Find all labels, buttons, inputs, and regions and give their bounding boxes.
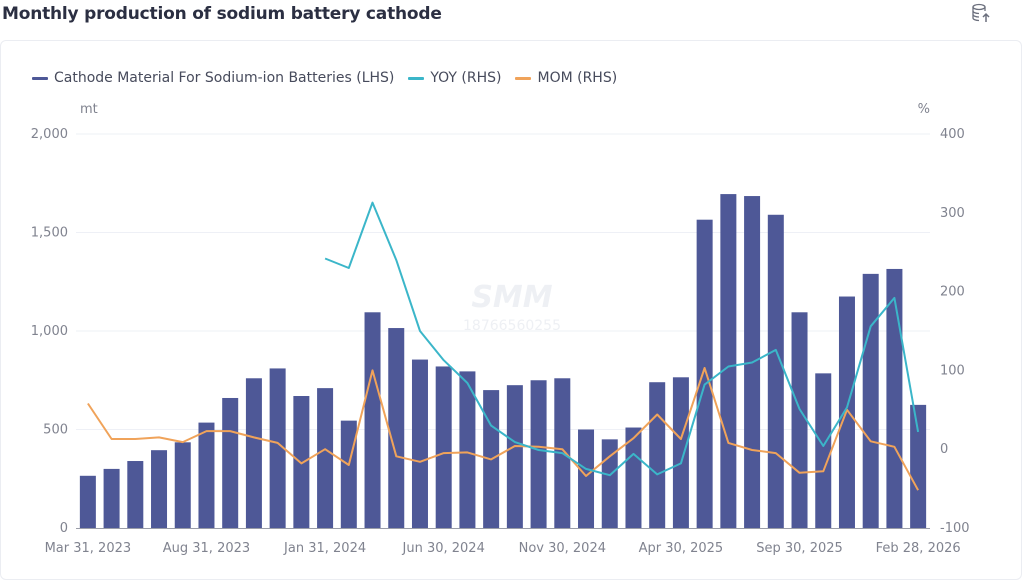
bar-dec-2023[interactable]	[293, 396, 309, 528]
bar-sep-2024[interactable]	[507, 385, 523, 528]
bar-mar-2024[interactable]	[365, 312, 381, 528]
bar-jul-2023[interactable]	[175, 442, 191, 528]
bar-feb-2026[interactable]	[910, 405, 926, 528]
bar-sep-2023[interactable]	[222, 398, 238, 528]
y-tick-label-right: 0	[940, 442, 948, 457]
y-tick-label-right: 300	[940, 206, 965, 221]
y-tick-label-right: 100	[940, 363, 965, 378]
right-axis-unit: %	[918, 102, 930, 117]
bar-jun-2024[interactable]	[436, 366, 452, 528]
x-tick-label: Sep 30, 2025	[756, 541, 843, 556]
y-tick-label-left: 1,000	[31, 324, 68, 339]
bar-jan-2026[interactable]	[886, 269, 902, 528]
bar-dec-2025[interactable]	[863, 274, 879, 528]
left-axis-unit: mt	[80, 102, 98, 117]
bar-feb-2024[interactable]	[341, 421, 357, 528]
bar-oct-2024[interactable]	[531, 380, 547, 528]
y-tick-label-right: -100	[940, 521, 970, 536]
x-tick-label: Aug 31, 2023	[163, 541, 250, 556]
chart-plot: SMM 18766560255 0 500 1,000 1,500 2,000 -100 0…	[0, 0, 1024, 568]
x-tick-label: Feb 28, 2026	[876, 541, 961, 556]
watermark-phone: 18766560255	[463, 318, 561, 334]
bar-jun-2025[interactable]	[720, 194, 736, 528]
bar-may-2024[interactable]	[412, 360, 428, 528]
bar-oct-2023[interactable]	[246, 378, 262, 528]
x-tick-label: Jun 30, 2024	[402, 541, 485, 556]
bar-jun-2023[interactable]	[151, 450, 167, 528]
bar-series	[80, 194, 926, 528]
y-tick-label-right: 200	[940, 285, 965, 300]
x-tick-label: Mar 31, 2023	[45, 541, 132, 556]
bar-may-2025[interactable]	[697, 220, 713, 528]
watermark: SMM 18766560255	[463, 280, 561, 334]
bar-aug-2023[interactable]	[198, 423, 214, 528]
bar-oct-2025[interactable]	[815, 373, 831, 528]
bar-jan-2024[interactable]	[317, 388, 333, 528]
bar-mar-2023[interactable]	[80, 476, 96, 528]
y-tick-label-left: 1,500	[31, 226, 68, 241]
bar-aug-2025[interactable]	[768, 215, 784, 528]
bar-may-2023[interactable]	[127, 461, 143, 528]
bar-apr-2025[interactable]	[673, 377, 689, 528]
bar-mar-2025[interactable]	[649, 382, 665, 528]
x-tick-label: Nov 30, 2024	[519, 541, 606, 556]
bar-dec-2024[interactable]	[578, 430, 594, 529]
y-tick-label-right: 400	[940, 127, 965, 142]
bar-apr-2023[interactable]	[104, 469, 120, 528]
y-tick-label-left: 0	[60, 521, 68, 536]
y-tick-label-left: 500	[43, 423, 68, 438]
bar-sep-2025[interactable]	[792, 312, 808, 528]
x-tick-label: Apr 30, 2025	[639, 541, 724, 556]
y-tick-label-left: 2,000	[31, 127, 68, 142]
bar-apr-2024[interactable]	[388, 328, 404, 528]
x-tick-label: Jan 31, 2024	[283, 541, 366, 556]
watermark-brand: SMM	[471, 280, 552, 315]
